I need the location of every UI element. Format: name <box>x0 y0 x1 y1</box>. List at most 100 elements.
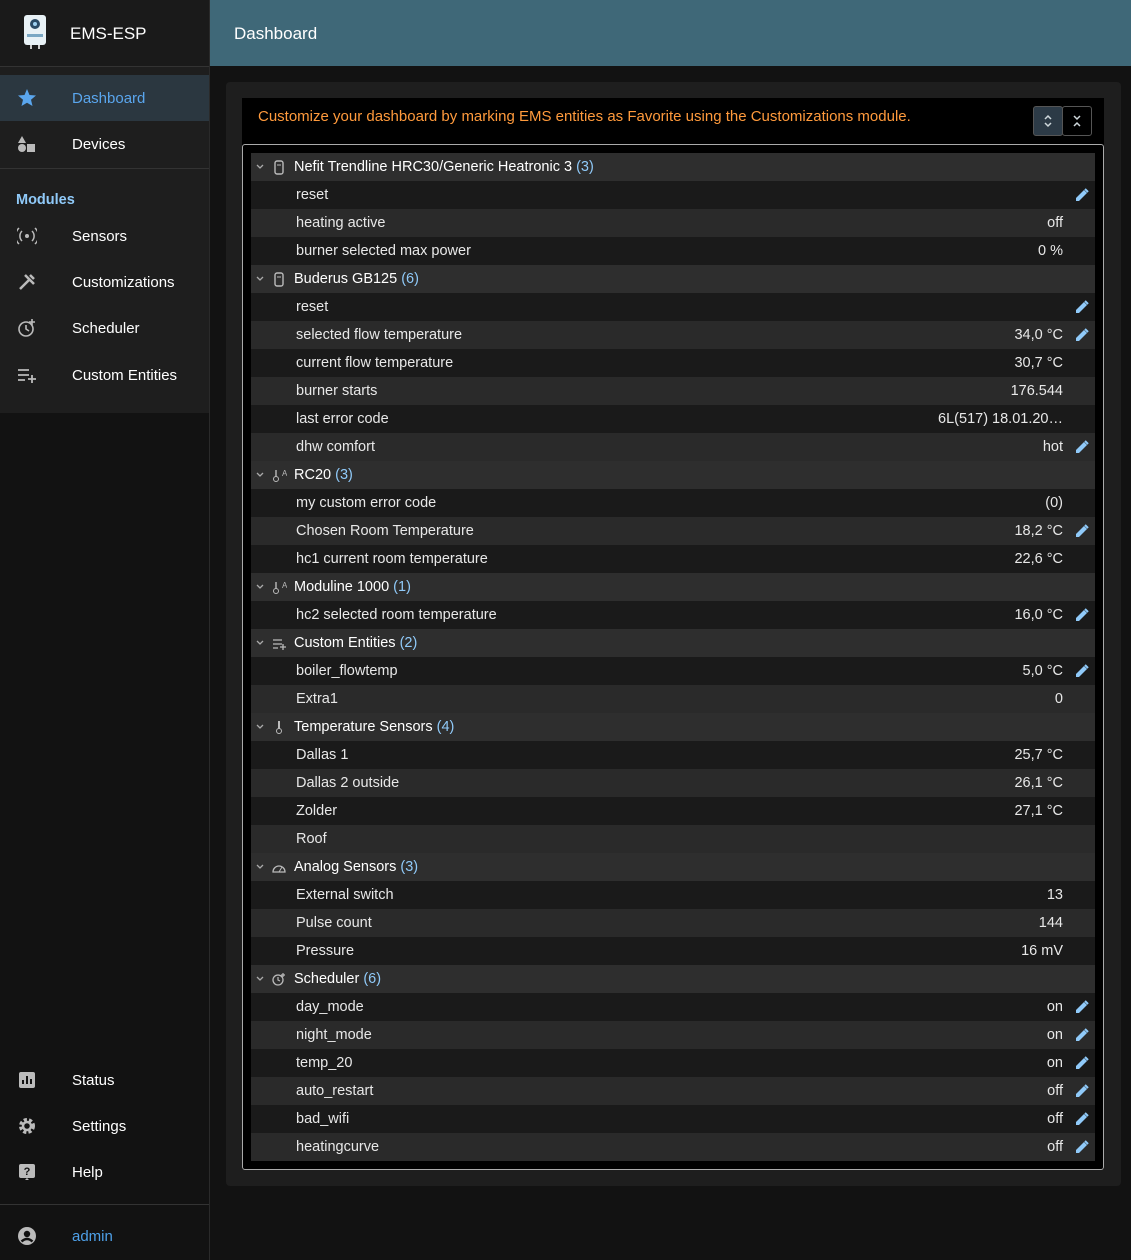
entity-name: hc1 current room temperature <box>296 551 488 567</box>
entity-name: burner selected max power <box>296 243 471 259</box>
entity-value: 30,7 °C <box>1014 355 1063 371</box>
entity-row[interactable]: boiler_flowtemp 5,0 °C <box>251 657 1095 685</box>
entity-row[interactable]: dhw comfort hot <box>251 433 1095 461</box>
group-count: (4) <box>436 719 455 735</box>
divider <box>0 168 209 169</box>
group-header[interactable]: Buderus GB125 (6) <box>251 265 1095 293</box>
group-header[interactable]: Analog Sensors (3) <box>251 853 1095 881</box>
edit-icon[interactable] <box>1075 440 1089 454</box>
group-count: (6) <box>401 271 419 287</box>
entity-row: current flow temperature 30,7 °C <box>251 349 1095 377</box>
entity-name: Chosen Room Temperature <box>296 523 474 539</box>
nav-item[interactable]: ? Help <box>0 1149 209 1195</box>
entity-name: bad_wifi <box>296 1111 350 1127</box>
header: Dashboard <box>210 0 1131 66</box>
entity-row[interactable]: temp_20 on <box>251 1049 1095 1077</box>
entity-row[interactable]: bad_wifi off <box>251 1105 1095 1133</box>
edit-icon[interactable] <box>1075 1028 1089 1042</box>
svg-text:A: A <box>282 581 287 590</box>
edit-icon[interactable] <box>1075 328 1089 342</box>
app-name: EMS-ESP <box>70 24 147 43</box>
edit-icon[interactable] <box>1075 1056 1089 1070</box>
entity-row[interactable]: heatingcurve off <box>251 1133 1095 1161</box>
entity-value: 34,0 °C <box>1014 327 1063 343</box>
entity-row: Extra1 0 <box>251 685 1095 713</box>
entity-name: my custom error code <box>296 495 437 511</box>
entity-value: 22,6 °C <box>1014 551 1063 567</box>
expand-button[interactable] <box>1033 106 1063 136</box>
entity-value: 16,0 °C <box>1014 607 1063 623</box>
entity-row[interactable]: reset <box>251 293 1095 321</box>
group-count: (3) <box>335 467 353 483</box>
nav-item[interactable]: Sensors <box>0 213 209 259</box>
edit-icon[interactable] <box>1075 664 1089 678</box>
entity-row: burner starts 176.544 <box>251 377 1095 405</box>
entity-value: (0) <box>1045 495 1063 511</box>
entity-name: current flow temperature <box>296 355 454 371</box>
edit-icon[interactable] <box>1075 188 1089 202</box>
svg-text:A: A <box>282 469 287 478</box>
entity-name: Pressure <box>296 943 355 959</box>
group-count: (3) <box>400 859 419 875</box>
entity-name: External switch <box>296 887 394 903</box>
edit-icon[interactable] <box>1075 524 1089 538</box>
nav-item[interactable]: Settings <box>0 1103 209 1149</box>
nav-label: Scheduler <box>72 319 140 337</box>
info-message: Customize your dashboard by marking EMS … <box>258 108 911 125</box>
entity-value: 27,1 °C <box>1014 803 1063 819</box>
entity-name: Pulse count <box>296 915 372 931</box>
entity-row: Zolder 27,1 °C <box>251 797 1095 825</box>
nav-item[interactable]: Status <box>0 1057 209 1103</box>
nav-item[interactable]: Custom Entities <box>0 352 209 398</box>
group-name: Temperature Sensors (4) <box>294 719 455 735</box>
entity-name: Zolder <box>296 803 338 819</box>
group-header[interactable]: A Moduline 1000 (1) <box>251 573 1095 601</box>
logo-bar: EMS-ESP <box>0 0 209 67</box>
nav-item[interactable]: Dashboard <box>0 75 209 121</box>
entity-name: dhw comfort <box>296 439 375 455</box>
divider <box>0 1204 209 1205</box>
edit-icon[interactable] <box>1075 608 1089 622</box>
edit-icon[interactable] <box>1075 1000 1089 1014</box>
group-count: (3) <box>576 159 594 175</box>
nav-item[interactable]: admin <box>0 1213 209 1259</box>
nav-item[interactable]: Customizations <box>0 259 209 305</box>
collapse-button[interactable] <box>1062 106 1092 136</box>
entity-name: night_mode <box>296 1027 372 1043</box>
edit-icon[interactable] <box>1075 1112 1089 1126</box>
nav-label: admin <box>72 1227 113 1245</box>
nav-item[interactable]: Devices <box>0 121 209 167</box>
group-header[interactable]: A RC20 (3) <box>251 461 1095 489</box>
entity-row[interactable]: day_mode on <box>251 993 1095 1021</box>
entity-value: 176.544 <box>1010 383 1063 399</box>
nav-label: Custom Entities <box>72 366 178 384</box>
nav-label: Dashboard <box>72 89 146 107</box>
entity-value: 13 <box>1046 887 1063 903</box>
edit-icon[interactable] <box>1075 1084 1089 1098</box>
entity-name: day_mode <box>296 999 364 1015</box>
sidebar: EMS-ESP Dashboard Devices Modules Sensors Cu… <box>0 0 210 1260</box>
entity-row[interactable]: night_mode on <box>251 1021 1095 1049</box>
entity-row[interactable]: hc2 selected room temperature 16,0 °C <box>251 601 1095 629</box>
edit-icon[interactable] <box>1075 1140 1089 1154</box>
nav-item[interactable]: Scheduler <box>0 305 209 351</box>
group-header[interactable]: Scheduler (6) <box>251 965 1095 993</box>
entity-row: External switch 13 <box>251 881 1095 909</box>
group-header[interactable]: Temperature Sensors (4) <box>251 713 1095 741</box>
entity-row[interactable]: reset <box>251 181 1095 209</box>
group-header[interactable]: Custom Entities (2) <box>251 629 1095 657</box>
entity-value: 16 mV <box>1021 943 1063 959</box>
entity-row[interactable]: selected flow temperature 34,0 °C <box>251 321 1095 349</box>
group-name: Custom Entities (2) <box>294 635 418 651</box>
nav-label: Help <box>72 1163 103 1181</box>
group-count: (6) <box>363 971 382 987</box>
entity-row[interactable]: auto_restart off <box>251 1077 1095 1105</box>
entity-name: heating active <box>296 215 386 231</box>
entity-value: 26,1 °C <box>1014 775 1063 791</box>
group-header[interactable]: Nefit Trendline HRC30/Generic Heatronic … <box>251 153 1095 181</box>
entity-row[interactable]: Chosen Room Temperature 18,2 °C <box>251 517 1095 545</box>
logo <box>24 15 46 49</box>
edit-icon[interactable] <box>1075 300 1089 314</box>
nav-label: Devices <box>72 135 126 153</box>
nav-section <box>0 67 209 413</box>
